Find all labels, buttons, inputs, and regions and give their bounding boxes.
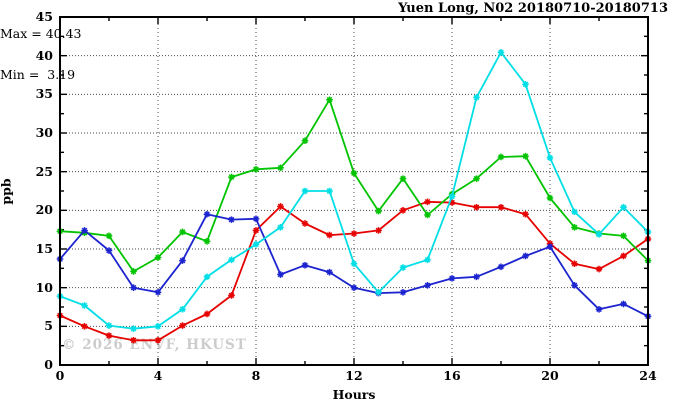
x-tick-label: 8: [251, 368, 261, 383]
y-tick-label: 25: [35, 163, 53, 179]
gridlines: [60, 17, 648, 365]
x-tick-label: 24: [639, 368, 657, 383]
y-axis-title: ppb: [0, 178, 14, 205]
y-tick-label: 15: [35, 241, 53, 256]
series-cyan: [56, 49, 652, 332]
chart-title: Yuen Long, N02 20180710-20180713: [398, 1, 668, 16]
stats-box: Max = 40.43 Min = 3.19: [0, 0, 674, 108]
x-tick-label: 12: [345, 368, 363, 383]
y-tick-label: 10: [35, 279, 53, 295]
x-axis-title: Hours: [332, 387, 376, 402]
y-tick-label: 45: [35, 9, 53, 24]
x-tick-label: 4: [153, 368, 163, 383]
x-tick-label: 20: [541, 368, 559, 383]
y-tick-label: 20: [35, 202, 53, 218]
x-tick-label: 0: [55, 368, 65, 383]
y-tick-label: 5: [44, 318, 53, 334]
stat-max: Max = 40.43: [0, 26, 82, 41]
stat-min: Min = 3.19: [0, 66, 76, 82]
plot-border: [59, 16, 649, 366]
y-tick-label: 40: [35, 47, 53, 63]
y-tick-label: 0: [44, 357, 53, 372]
y-tick-label: 30: [35, 125, 53, 140]
x-tick-label: 16: [443, 368, 461, 383]
y-tick-label: 35: [35, 86, 53, 102]
series-blue: [56, 210, 652, 320]
